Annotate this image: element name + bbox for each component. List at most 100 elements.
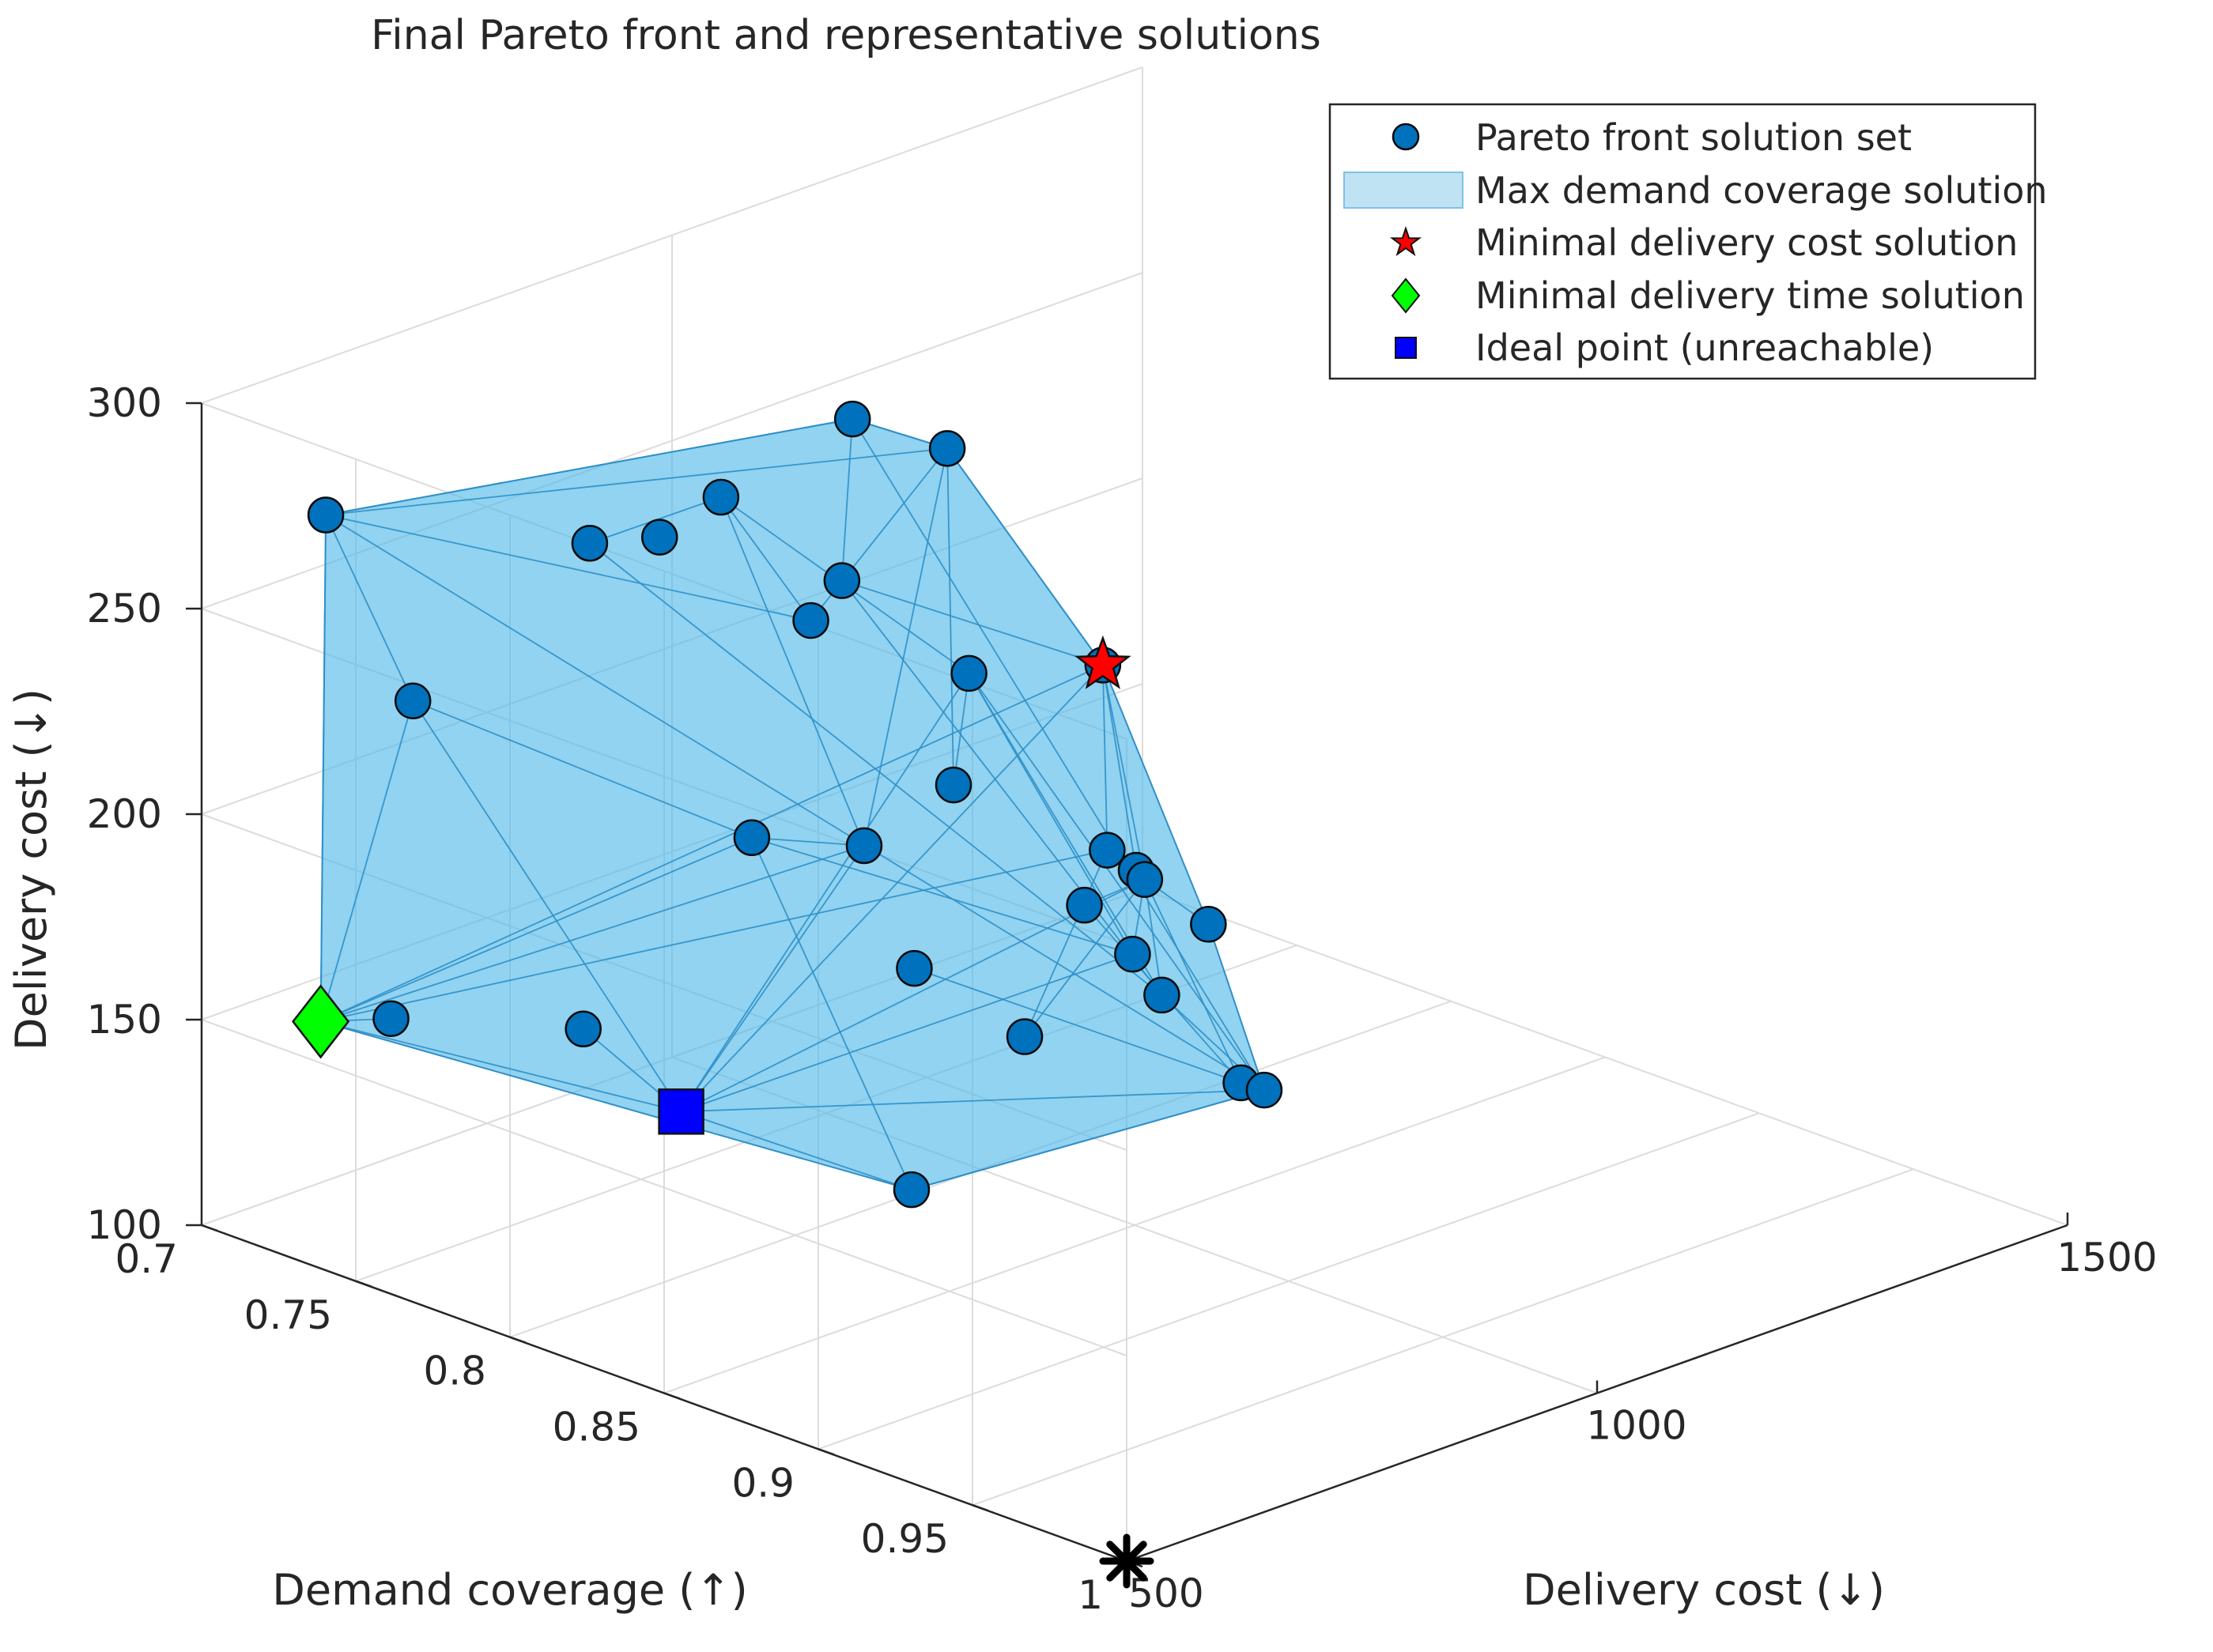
origin-asterisk-marker [1099,1533,1154,1589]
z-tick-label: 250 [87,586,162,632]
min-cost-star [1074,635,1131,689]
z-tick-label: 200 [87,791,162,837]
pareto-point [1143,976,1180,1014]
surface-edge [1024,879,1146,1038]
legend: Pareto front solution set Max demand cov… [1328,103,2048,380]
surface-edge [320,845,865,1023]
surface-edge [720,496,812,621]
y-tick-label: 0.9 [731,1460,795,1506]
z-tick-label: 150 [87,997,162,1043]
surface-edge [720,496,865,847]
surface-edge [325,514,1265,1091]
pareto-point [641,519,678,556]
surface-edge [412,700,682,1112]
x-axis-label: Delivery cost (↓) [1523,1565,1885,1615]
pareto-point [896,949,933,987]
legend-label-max-coverage: Max demand coverage solution [1475,169,2048,212]
surface-edge [968,673,1265,1091]
surface-edge [1101,665,1108,851]
legend-square-marker [1395,337,1417,359]
legend-diamond-marker [1391,277,1421,314]
surface-edge [681,953,1133,1113]
surface-edge [953,673,970,786]
axis-lines [186,402,2069,1568]
pareto-point [893,1171,931,1209]
pareto-points [307,400,1283,1209]
surface-edge [1101,665,1146,880]
legend-label-min-time: Minimal delivery time solution [1475,274,2025,317]
grid-line [663,1056,1606,1394]
surface-edge [320,664,1104,1023]
pareto-point [1089,832,1126,869]
surface-edge [863,448,949,847]
x-tick-label: 1000 [1586,1403,1686,1449]
tick-labels: 500100015000.70.750.80.850.90.9511001502… [87,380,2158,1618]
y-tick-label: 0.7 [115,1236,178,1282]
surface-edge [946,447,1104,666]
surface-edge [680,845,865,1112]
surface-edge [911,1089,1265,1190]
legend-box [1328,103,2037,380]
grid-line [972,1168,1914,1507]
chart-title: Final Pareto front and representative so… [371,12,1321,59]
pareto-point [1114,935,1151,973]
pareto-point [394,682,432,720]
y-tick-mark [663,1392,681,1400]
surface-edge [320,836,753,1023]
surface-edge [914,967,1241,1084]
pareto-point [733,819,771,857]
z-axis-label: Delivery cost (↓) [6,688,56,1050]
y-tick-label: 0.8 [423,1348,486,1394]
surface-edge [680,673,970,1112]
y-tick-label: 0.75 [244,1292,332,1338]
y-tick-mark [818,1448,835,1456]
surface-edge [319,515,327,1022]
surface-edge [320,849,1108,1023]
legend-star-marker [1389,225,1422,257]
y-tick-label: 0.85 [553,1405,640,1450]
surface-edge [319,700,414,1022]
pareto-point [565,1010,602,1048]
surface-edge [320,1020,682,1113]
surface-edge [325,447,948,516]
pareto-point [950,654,988,692]
pareto-point [792,602,829,639]
legend-label-ideal: Ideal point (unreachable) [1475,326,1934,369]
surface-edge [681,878,1146,1113]
legend-circle-marker [1392,123,1420,151]
pareto-point [833,400,871,438]
surface-edge [325,418,853,516]
surface-edge [681,1089,1264,1113]
surface-edge [325,515,414,702]
surface-edge [840,419,854,581]
surface-edge [325,514,811,621]
surface-edge [681,1111,912,1190]
z-tick-label: 100 [87,1202,162,1248]
pareto-point [1245,1071,1283,1109]
y-axis-label: Demand coverage (↑) [272,1565,747,1615]
pareto-point [845,827,883,865]
surface-edge [680,664,1104,1112]
surface-edge [1024,850,1108,1037]
y-tick-mark [201,1224,218,1232]
grid-line [201,1019,1127,1356]
pareto-point [1126,861,1164,898]
surface-edge [751,836,865,847]
pareto-point [307,496,345,534]
surface-edge [841,580,1163,996]
surface-edge [1144,879,1242,1084]
min-time-diamond [292,984,350,1059]
x-tick-label: 1500 [2056,1235,2157,1280]
representative-solutions [292,635,1154,1589]
pareto-point [571,525,609,562]
pareto-point [928,430,966,467]
y-tick-label: 1 [1078,1572,1103,1618]
y-tick-label: 0.95 [861,1516,949,1562]
grid-line [201,66,1143,404]
pareto-surface [319,418,1266,1191]
pareto-point [372,1000,410,1037]
max-coverage-surface [319,418,1266,1191]
pareto-point [823,562,861,599]
